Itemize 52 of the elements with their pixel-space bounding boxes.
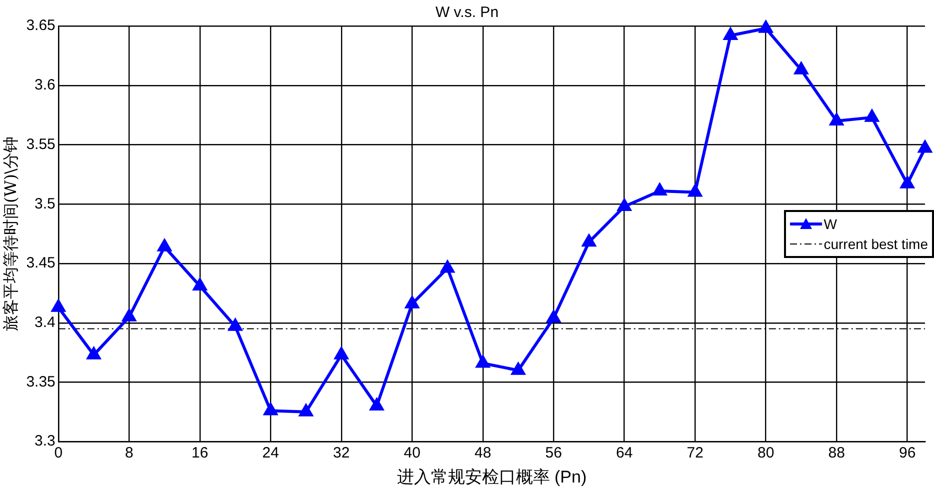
point	[688, 184, 702, 197]
point	[405, 296, 419, 308]
point	[264, 403, 278, 416]
x-tick-label: 96	[898, 444, 916, 462]
legend-label: W	[824, 216, 837, 232]
point	[618, 198, 632, 211]
point	[865, 110, 879, 122]
point	[228, 318, 242, 331]
y-tick-label: 3.4	[34, 314, 56, 331]
y-tick-label: 3.65	[26, 17, 56, 34]
point	[334, 347, 348, 360]
point	[122, 309, 136, 322]
y-tick-label: 3.5	[34, 195, 56, 212]
x-tick-label: 80	[757, 444, 774, 462]
point	[724, 28, 738, 40]
point	[440, 260, 454, 273]
point	[193, 278, 207, 291]
point	[794, 62, 808, 74]
x-tick-label: 72	[686, 444, 704, 462]
point	[546, 310, 560, 323]
point	[830, 113, 844, 126]
x-tick-label: 56	[545, 444, 562, 462]
y-tick-label: 3.6	[34, 76, 56, 94]
point	[653, 184, 666, 196]
x-tick-label: 32	[333, 444, 350, 462]
y-tick-label: 3.55	[26, 136, 56, 153]
point	[476, 356, 490, 368]
point	[900, 176, 914, 188]
y-tick-label: 3.3	[34, 432, 56, 450]
point	[87, 347, 100, 360]
x-tick-label: 40	[404, 444, 420, 462]
point	[52, 300, 66, 312]
legend-label: current best time	[824, 236, 928, 252]
point	[759, 20, 773, 33]
point	[299, 404, 313, 416]
x-axis-title: 进入常规安检口概率 (Pn)	[396, 467, 587, 486]
y-axis-title: 旅客平均等待时间(W)\分钟	[0, 136, 20, 331]
x-tick-label: 8	[124, 444, 134, 462]
x-tick-label: 24	[262, 444, 279, 462]
point	[582, 234, 596, 247]
x-tick-label: 88	[828, 444, 845, 462]
x-tick-label: 48	[474, 444, 492, 462]
y-tick-label: 3.45	[26, 254, 56, 272]
y-tick-label: 3.35	[26, 373, 56, 390]
x-tick-label: 16	[192, 444, 208, 462]
point	[512, 362, 525, 375]
x-tick-label: 64	[616, 444, 633, 462]
point	[158, 239, 172, 252]
chart-title: W v.s. Pn	[435, 4, 499, 22]
x-tick-label: 0	[54, 444, 63, 462]
point	[370, 398, 384, 410]
point	[918, 140, 932, 153]
